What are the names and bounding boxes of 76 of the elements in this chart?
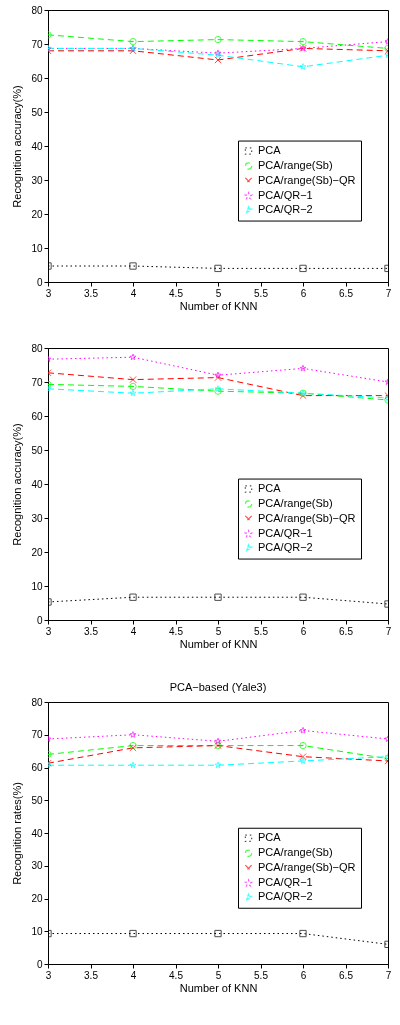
y-tick-label: 70	[31, 38, 43, 50]
x-tick-label: 6	[300, 969, 307, 981]
legend-label: PCA/QR−2	[258, 541, 313, 554]
y-tick-label: 10	[31, 242, 43, 254]
y-axis-title: Recognition accuracy(%)	[11, 423, 24, 546]
x-tick-label: 6.5	[339, 625, 354, 637]
x-tick-label: 5.5	[254, 625, 269, 637]
legend-label: PCA/QR−1	[258, 189, 313, 202]
chart-title: PCA−based (Yale3)	[169, 681, 267, 693]
legend-label: PCA/range(Sb)−QR	[258, 174, 356, 187]
legend-label: PCA/QR−1	[258, 527, 313, 540]
x-axis-title: Number of KNN	[179, 981, 258, 994]
legend-label: PCA/range(Sb)	[258, 846, 333, 859]
legend-label: PCA/QR−2	[258, 203, 313, 216]
y-tick-label: 80	[31, 696, 43, 708]
y-axis-title: Recognition accuracy(%)	[11, 85, 24, 208]
y-tick-label: 70	[31, 729, 43, 741]
y-tick-label: 0	[36, 614, 43, 626]
x-axis-title: Number of KNN	[179, 637, 258, 650]
legend-label: PCA/range(Sb)	[258, 497, 333, 510]
x-tick-label: 6	[300, 287, 307, 299]
y-tick-label: 60	[31, 72, 43, 84]
y-tick-label: 30	[31, 174, 43, 186]
y-tick-label: 40	[31, 827, 43, 839]
legend-label: PCA	[258, 144, 282, 157]
y-tick-label: 60	[31, 762, 43, 773]
legend-label: PCA	[258, 482, 282, 495]
legend-label: PCA/QR−1	[258, 876, 313, 889]
x-tick-label: 7	[385, 625, 392, 637]
x-tick-label: 6.5	[339, 969, 354, 981]
x-tick-label: 3	[45, 625, 52, 637]
y-tick-label: 0	[36, 958, 43, 970]
y-tick-label: 30	[31, 860, 43, 872]
legend-label: PCA/QR−2	[258, 890, 313, 903]
x-tick-label: 3	[45, 287, 52, 299]
y-tick-label: 50	[31, 444, 43, 456]
y-tick-label: 10	[31, 580, 43, 592]
x-tick-label: 6.5	[339, 287, 354, 299]
y-tick-label: 0	[36, 276, 43, 288]
x-tick-label: 3.5	[84, 969, 99, 981]
y-tick-label: 40	[31, 478, 43, 490]
x-tick-label: 5	[215, 969, 222, 981]
x-tick-label: 5	[215, 287, 222, 299]
legend-label: PCA	[258, 831, 282, 844]
legend-label: PCA/range(Sb)−QR	[258, 861, 356, 874]
y-tick-label: 50	[31, 106, 43, 118]
x-tick-label: 3.5	[84, 625, 99, 637]
y-tick-label: 60	[31, 410, 43, 422]
y-tick-label: 40	[31, 140, 43, 152]
x-tick-label: 7	[385, 287, 392, 299]
y-tick-label: 80	[31, 342, 43, 354]
y-tick-label: 80	[31, 4, 43, 16]
x-tick-label: 3	[45, 969, 52, 981]
x-tick-label: 5.5	[254, 287, 269, 299]
x-tick-label: 7	[385, 969, 392, 981]
x-tick-label: 6	[300, 625, 307, 637]
legend-label: PCA/range(Sb)	[258, 159, 333, 172]
y-tick-label: 10	[31, 925, 43, 937]
x-tick-label: 5.5	[254, 969, 269, 981]
y-tick-label: 50	[31, 794, 43, 806]
x-tick-label: 4.5	[169, 625, 184, 637]
y-tick-label: 20	[31, 208, 43, 220]
x-tick-label: 4.5	[169, 969, 184, 981]
x-tick-label: 4.5	[169, 287, 184, 299]
x-tick-label: 4	[130, 625, 137, 637]
x-axis-title: Number of KNN	[179, 299, 258, 312]
y-tick-label: 70	[31, 376, 43, 388]
y-tick-label: 20	[31, 893, 43, 904]
y-tick-label: 30	[31, 512, 43, 524]
x-tick-label: 4	[130, 287, 137, 299]
legend-label: PCA/range(Sb)−QR	[258, 512, 356, 525]
y-tick-label: 20	[31, 546, 43, 558]
x-tick-label: 5	[215, 625, 222, 637]
y-axis-title: Recognition rates(%)	[11, 782, 24, 885]
x-tick-label: 3.5	[84, 287, 99, 299]
x-tick-label: 4	[130, 969, 137, 981]
